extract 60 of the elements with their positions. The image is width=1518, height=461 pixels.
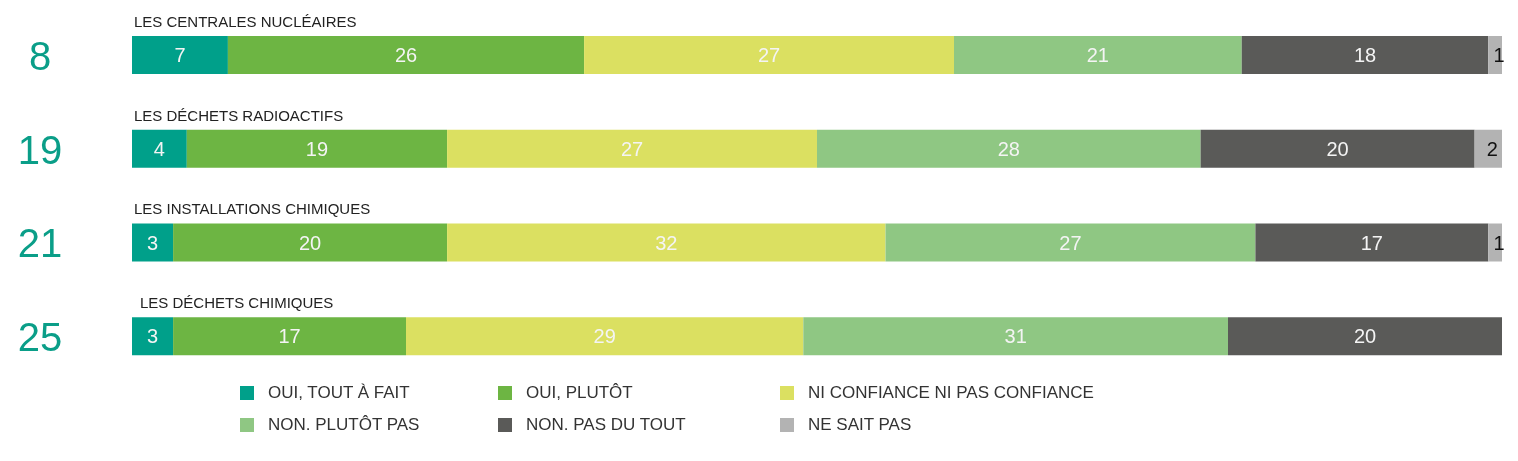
data-label: 3: [146, 231, 159, 254]
bar: [406, 317, 804, 356]
bar: [132, 223, 174, 262]
data-label: 18: [1353, 44, 1377, 66]
bar: [132, 36, 228, 74]
data-label: 28: [997, 137, 1020, 160]
y-tick-label: LES CENTRALES NUCLÉAIRES: [134, 12, 357, 30]
bar: [584, 36, 954, 74]
bar: [1488, 223, 1502, 262]
text: 19: [17, 127, 63, 172]
bar: [447, 129, 817, 168]
data-label: 1: [1493, 44, 1505, 66]
data-label: 20: [298, 231, 322, 254]
legend-label: NON. PLUTÔT PAS: [268, 415, 420, 435]
bar: [447, 223, 886, 262]
bar: [1474, 129, 1502, 168]
data-label: 29: [593, 325, 616, 348]
data-label: 32: [655, 231, 678, 254]
legend-label: NI CONFIANCE NI PAS CONFIANCE: [808, 383, 1094, 403]
bar: [1488, 36, 1502, 74]
data-label: 27: [620, 137, 644, 160]
data-label: 2: [1486, 137, 1498, 160]
text: 25: [17, 315, 63, 360]
legend-label: NON. PAS DU TOUT: [526, 415, 686, 435]
data-label: 4: [153, 137, 165, 160]
bar: [885, 223, 1256, 262]
y-tick-label: LES DÉCHETS CHIMIQUES: [140, 294, 334, 312]
data-label: 19: [305, 137, 329, 160]
bar: [132, 317, 174, 356]
y-tick-label: LES DÉCHETS RADIOACTIFS: [134, 106, 344, 124]
data-label: 20: [1353, 325, 1377, 348]
data-label: 20: [1326, 137, 1349, 160]
bar: [132, 129, 187, 168]
legend-label: NE SAIT PAS: [808, 415, 912, 435]
bar: [173, 317, 406, 356]
bar: [817, 129, 1201, 168]
data-label: 17: [1360, 231, 1383, 254]
data-label: 31: [1004, 325, 1027, 348]
data-label: 1: [1493, 231, 1505, 254]
data-label: 26: [394, 44, 418, 66]
bar: [1200, 129, 1475, 168]
legend-label: OUI, TOUT À FAIT: [268, 383, 410, 403]
bar: [1228, 317, 1502, 356]
bar: [954, 36, 1242, 74]
data-label: 27: [757, 44, 781, 66]
text: 8: [28, 33, 52, 78]
bar: [227, 36, 585, 74]
data-label: 27: [1059, 231, 1082, 254]
legend-label: OUI, PLUTÔT: [526, 383, 633, 403]
data-label: 7: [174, 44, 186, 66]
text: 21: [17, 221, 63, 266]
y-tick-label: LES INSTALLATIONS CHIMIQUES: [134, 200, 371, 218]
bar: [173, 223, 448, 262]
bar: [803, 317, 1228, 356]
bar: [1255, 223, 1489, 262]
data-label: 3: [146, 325, 159, 348]
bar: [1241, 36, 1489, 74]
data-label: 21: [1086, 44, 1109, 66]
bar: [186, 129, 448, 168]
data-label: 17: [278, 325, 301, 348]
